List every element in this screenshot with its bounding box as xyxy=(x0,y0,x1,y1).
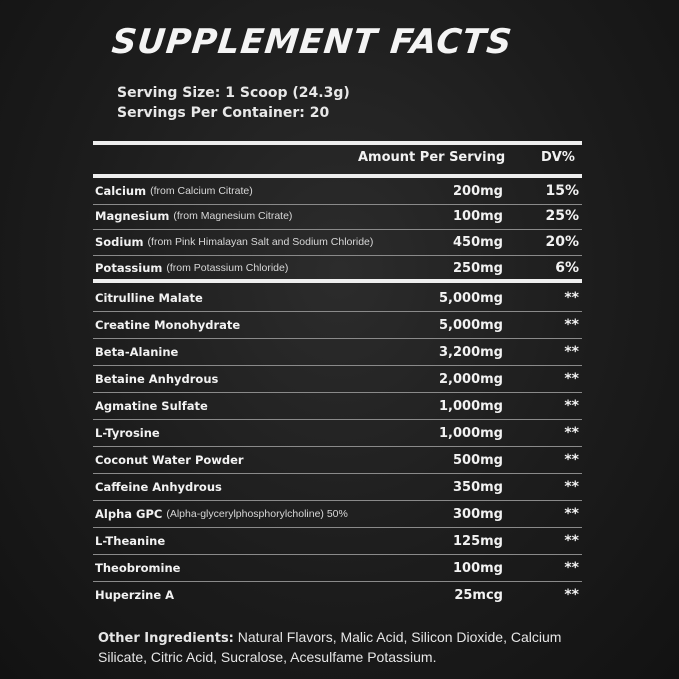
table-row: Coconut Water Powder 500mg ** xyxy=(95,450,581,470)
table-row: Theobromine 100mg ** xyxy=(95,558,581,578)
amount: 3,200mg xyxy=(439,344,503,360)
ingredient-name: Calcium xyxy=(95,184,147,198)
ingredient-name: Caffeine Anhydrous xyxy=(95,480,222,494)
table-row: Citrulline Malate 5,000mg ** xyxy=(95,288,581,308)
table-row: L-Theanine 125mg ** xyxy=(95,531,581,551)
daily-value: 20% xyxy=(545,234,579,250)
daily-value: ** xyxy=(564,371,579,387)
divider xyxy=(93,554,582,555)
amount: 100mg xyxy=(453,560,503,576)
daily-value: ** xyxy=(564,506,579,522)
divider xyxy=(93,255,582,256)
ingredient-name: Huperzine A xyxy=(95,588,175,602)
ingredient-name: Creatine Monohydrate xyxy=(95,318,241,332)
table-row: Agmatine Sulfate 1,000mg ** xyxy=(95,396,581,416)
ingredient-name: Coconut Water Powder xyxy=(95,453,244,467)
table-row: Magnesium (from Magnesium Citrate) 100mg 25… xyxy=(95,206,581,226)
table-row: Potassium (from Potassium Chloride) 250mg 6… xyxy=(95,258,581,278)
ingredient-name: Magnesium xyxy=(95,209,170,223)
daily-value: 15% xyxy=(545,183,579,199)
divider xyxy=(93,311,582,312)
table-row: Sodium (from Pink Himalayan Salt and Sodi… xyxy=(95,232,581,252)
ingredient-name: Theobromine xyxy=(95,561,181,575)
amount: 500mg xyxy=(453,452,503,468)
ingredient-source: (from Calcium Citrate) xyxy=(150,185,253,197)
divider xyxy=(93,229,582,230)
amount: 125mg xyxy=(453,533,503,549)
amount: 200mg xyxy=(453,183,503,199)
divider xyxy=(93,581,582,582)
amount: 1,000mg xyxy=(439,425,503,441)
ingredient-name: Agmatine Sulfate xyxy=(95,399,208,413)
table-row: Beta-Alanine 3,200mg ** xyxy=(95,342,581,362)
amount: 5,000mg xyxy=(439,290,503,306)
amount: 25mcg xyxy=(454,587,503,603)
dv-header: DV% xyxy=(541,150,575,165)
table-row: Calcium (from Calcium Citrate) 200mg 15% xyxy=(95,181,581,201)
ingredient-name: Alpha GPC xyxy=(95,507,163,521)
divider xyxy=(93,392,582,393)
amount: 5,000mg xyxy=(439,317,503,333)
daily-value: ** xyxy=(564,587,579,603)
ingredient-name: Citrulline Malate xyxy=(95,291,203,305)
other-ingredients: Other Ingredients: Natural Flavors, Mali… xyxy=(98,628,578,666)
daily-value: 25% xyxy=(545,208,579,224)
amount: 350mg xyxy=(453,479,503,495)
label-title: SUPPLEMENT FACTS xyxy=(109,22,515,62)
daily-value: ** xyxy=(564,560,579,576)
amount: 300mg xyxy=(453,506,503,522)
amount: 450mg xyxy=(453,234,503,250)
daily-value: ** xyxy=(564,425,579,441)
table-row: Betaine Anhydrous 2,000mg ** xyxy=(95,369,581,389)
amount: 250mg xyxy=(453,260,503,276)
divider xyxy=(93,141,582,145)
daily-value: ** xyxy=(564,290,579,306)
daily-value: ** xyxy=(564,344,579,360)
divider xyxy=(93,473,582,474)
ingredient-name: Beta-Alanine xyxy=(95,345,179,359)
daily-value: ** xyxy=(564,479,579,495)
divider xyxy=(93,174,582,178)
amount: 1,000mg xyxy=(439,398,503,414)
ingredient-name: Potassium xyxy=(95,261,163,275)
ingredient-source: (Alpha-glycerylphosphorylcholine) 50% xyxy=(166,508,348,520)
other-ingredients-text: Natural Flavors, Malic Acid, Silicon Dio… xyxy=(98,629,562,665)
table-row: Huperzine A 25mcg ** xyxy=(95,585,581,605)
ingredient-name: Sodium xyxy=(95,235,144,249)
divider xyxy=(93,419,582,420)
servings-per-container: Servings Per Container: 20 xyxy=(117,105,330,121)
daily-value: ** xyxy=(564,398,579,414)
ingredient-source: (from Potassium Chloride) xyxy=(166,262,289,274)
table-row: Alpha GPC (Alpha-glycerylphosphorylcholin… xyxy=(95,504,581,524)
divider xyxy=(93,279,582,283)
ingredient-name: L-Theanine xyxy=(95,534,166,548)
daily-value: ** xyxy=(564,317,579,333)
divider xyxy=(93,446,582,447)
table-row: L-Tyrosine 1,000mg ** xyxy=(95,423,581,443)
divider xyxy=(93,338,582,339)
daily-value: ** xyxy=(564,452,579,468)
ingredient-name: L-Tyrosine xyxy=(95,426,160,440)
amount: 100mg xyxy=(453,208,503,224)
ingredient-source: (from Pink Himalayan Salt and Sodium Chl… xyxy=(147,236,374,248)
divider xyxy=(93,204,582,205)
daily-value: 6% xyxy=(555,260,579,276)
table-row: Creatine Monohydrate 5,000mg ** xyxy=(95,315,581,335)
divider xyxy=(93,500,582,501)
amount: 2,000mg xyxy=(439,371,503,387)
amount-header: Amount Per Serving xyxy=(358,150,506,165)
ingredient-source: (from Magnesium Citrate) xyxy=(173,210,293,222)
other-ingredients-label: Other Ingredients: xyxy=(98,631,234,646)
divider xyxy=(93,527,582,528)
divider xyxy=(93,365,582,366)
table-row: Caffeine Anhydrous 350mg ** xyxy=(95,477,581,497)
serving-size: Serving Size: 1 Scoop (24.3g) xyxy=(117,85,350,101)
daily-value: ** xyxy=(564,533,579,549)
ingredient-name: Betaine Anhydrous xyxy=(95,372,219,386)
